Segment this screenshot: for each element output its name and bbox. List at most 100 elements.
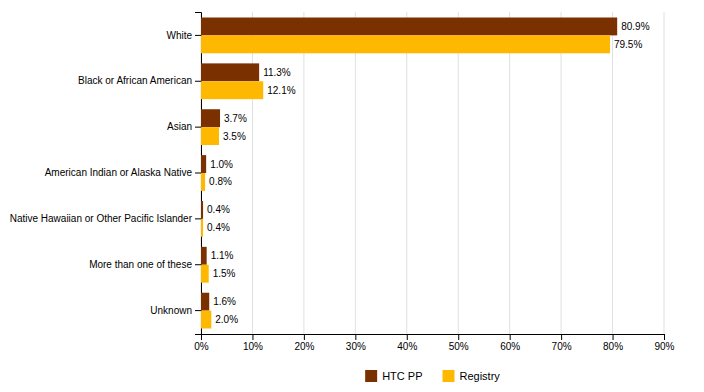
legend-label: Registry	[460, 370, 501, 382]
bar	[201, 219, 203, 237]
x-tick-mark	[355, 334, 356, 340]
data-label: 0.4%	[207, 222, 230, 233]
y-tick-mark	[195, 218, 201, 219]
data-label: 1.6%	[213, 296, 236, 307]
x-tick-label: 0%	[194, 341, 209, 352]
grid-line	[612, 12, 613, 334]
y-tick-mark	[195, 127, 201, 128]
bar	[201, 201, 203, 219]
bar	[201, 173, 205, 191]
bar	[201, 81, 263, 99]
x-tick-mark	[407, 334, 408, 340]
data-label: 79.5%	[614, 39, 642, 50]
legend-swatch	[365, 370, 377, 382]
bars	[201, 18, 617, 329]
data-label: 0.4%	[207, 204, 230, 215]
data-label: 11.3%	[263, 67, 291, 78]
x-tick-label: 80%	[603, 341, 623, 352]
legend-item: HTC PP	[365, 370, 422, 382]
data-label: 12.1%	[267, 85, 295, 96]
x-tick-mark	[561, 334, 562, 340]
y-tick-mark	[195, 81, 201, 82]
grid-line	[561, 12, 562, 334]
bar	[201, 265, 209, 283]
x-tick-label: 40%	[397, 341, 417, 352]
data-label: 3.5%	[223, 131, 246, 142]
x-axis-line	[202, 335, 665, 341]
y-tick-label: American Indian or Alaska Native	[45, 167, 193, 178]
series	[201, 18, 617, 311]
chart: 0% 10% 20% 30% 40% 50% 60% 70% 80% 90% White Black …	[0, 0, 704, 392]
y-tick: Asian	[167, 121, 201, 132]
x-tick-mark	[510, 334, 511, 340]
y-tick-label: White	[166, 30, 192, 41]
bar	[201, 63, 259, 81]
series	[201, 35, 610, 328]
legend: HTC PP Registry	[365, 370, 500, 382]
grid-line	[664, 12, 665, 334]
legend-swatch	[443, 370, 455, 382]
x-tick: 20%	[294, 334, 314, 352]
data-label: 0.8%	[209, 176, 232, 187]
y-tick: Black or African American	[78, 75, 201, 86]
y-tick-mark	[195, 310, 201, 311]
bar	[201, 127, 219, 145]
legend-item: Registry	[443, 370, 501, 382]
y-tick-mark	[195, 35, 201, 36]
y-tick-label: Asian	[167, 121, 192, 132]
data-label: 80.9%	[621, 21, 649, 32]
bar	[201, 109, 220, 127]
x-tick-mark	[252, 334, 253, 340]
x-tick: 30%	[346, 334, 366, 352]
grid-line	[509, 12, 510, 334]
x-tick: 80%	[603, 334, 623, 352]
x-tick: 0%	[194, 334, 209, 352]
x-tick: 90%	[654, 334, 674, 352]
x-tick: 40%	[397, 334, 417, 352]
y-tick-label: Unknown	[150, 305, 192, 316]
bar	[201, 311, 211, 329]
x-tick: 60%	[500, 334, 520, 352]
y-tick: Native Hawaiian or Other Pacific Islande…	[10, 213, 201, 224]
grid-line	[303, 12, 304, 334]
x-tick-mark	[664, 334, 665, 340]
y-axis: White Black or African American Asian Ameri…	[10, 13, 202, 335]
x-tick: 10%	[243, 334, 263, 352]
y-axis-line	[195, 13, 202, 335]
x-tick-label: 60%	[500, 341, 520, 352]
x-tick-label: 10%	[243, 341, 263, 352]
bar	[201, 293, 209, 311]
bar	[201, 155, 206, 173]
grid-line	[355, 12, 356, 334]
legend-label: HTC PP	[382, 370, 422, 382]
x-tick-label: 90%	[654, 341, 674, 352]
data-label: 3.7%	[224, 113, 247, 124]
x-tick-mark	[613, 334, 614, 340]
bar	[201, 18, 617, 36]
data-label: 2.0%	[215, 314, 238, 325]
x-tick-label: 30%	[346, 341, 366, 352]
x-tick-label: 20%	[294, 341, 314, 352]
grid-line	[406, 12, 407, 334]
y-tick-label: More than one of these	[89, 259, 192, 270]
bar	[201, 247, 207, 265]
y-tick: More than one of these	[89, 259, 201, 270]
x-tick: 70%	[552, 334, 572, 352]
y-tick-label: Black or African American	[78, 75, 192, 86]
grid-line	[252, 12, 253, 334]
y-tick: American Indian or Alaska Native	[45, 167, 201, 178]
y-tick: White	[166, 30, 201, 41]
x-axis: 0% 10% 20% 30% 40% 50% 60% 70% 80% 90%	[194, 334, 674, 352]
x-tick-label: 50%	[449, 341, 469, 352]
data-labels: 80.9%11.3%3.7%1.0%0.4%1.1%1.6%79.5%12.1%…	[207, 21, 650, 325]
data-label: 1.0%	[210, 159, 233, 170]
y-tick-label: Native Hawaiian or Other Pacific Islande…	[10, 213, 193, 224]
grid	[201, 12, 664, 334]
y-tick-mark	[195, 264, 201, 265]
x-tick-label: 70%	[552, 341, 572, 352]
x-tick-mark	[304, 334, 305, 340]
data-label: 1.5%	[213, 268, 236, 279]
grid-line	[458, 12, 459, 334]
plot: 0% 10% 20% 30% 40% 50% 60% 70% 80% 90% White Black …	[10, 12, 675, 352]
y-tick: Unknown	[150, 305, 201, 316]
